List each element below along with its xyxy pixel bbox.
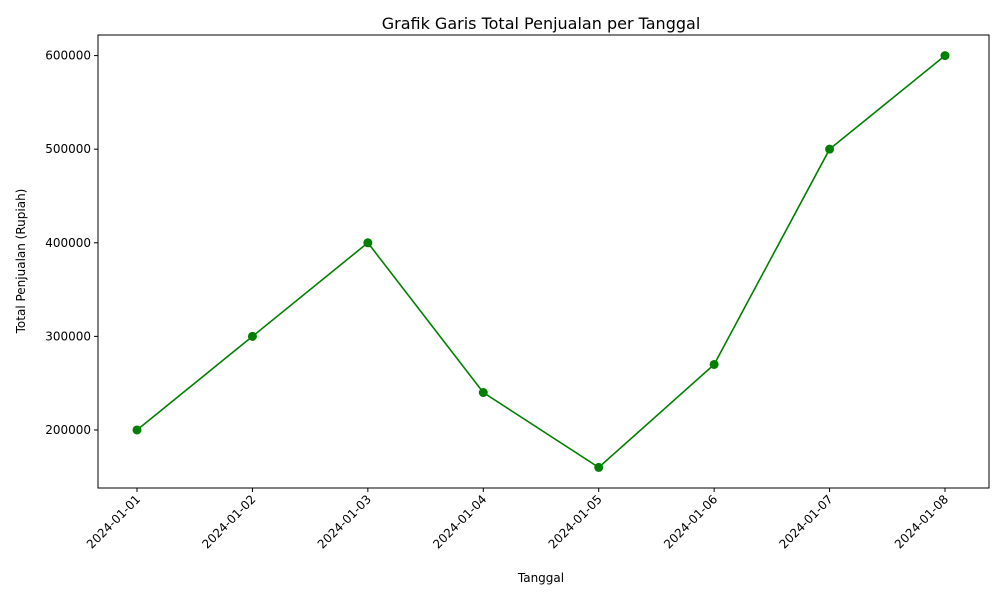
data-point xyxy=(825,144,835,154)
series-line xyxy=(136,54,946,469)
x-tick-label: 2024-01-01 xyxy=(84,492,143,551)
y-tick-label: 500000 xyxy=(45,142,91,156)
x-tick-label: 2024-01-08 xyxy=(892,492,951,551)
data-point xyxy=(478,388,488,398)
y-tick-label: 400000 xyxy=(45,236,91,250)
data-point xyxy=(709,359,719,369)
x-tick-label: 2024-01-04 xyxy=(430,492,489,551)
x-tick-label: 2024-01-03 xyxy=(315,492,374,551)
chart-title: Grafik Garis Total Penjualan per Tanggal xyxy=(382,14,701,33)
x-axis: 2024-01-01 2024-01-02 2024-01-03 2024-01-04… xyxy=(84,488,951,551)
data-point xyxy=(363,238,373,248)
y-axis-label: Total Penjualan (Rupiah) xyxy=(14,189,28,335)
data-point xyxy=(940,51,950,61)
data-point xyxy=(594,462,604,472)
plot-frame xyxy=(97,34,990,489)
data-point xyxy=(247,331,257,341)
x-tick-label: 2024-01-06 xyxy=(661,492,720,551)
y-tick-label: 300000 xyxy=(45,329,91,343)
y-tick-label: 200000 xyxy=(45,423,91,437)
data-point xyxy=(132,425,142,435)
y-tick-label: 600000 xyxy=(45,49,91,63)
x-tick-label: 2024-01-05 xyxy=(546,492,605,551)
x-axis-label: Tanggal xyxy=(517,571,564,585)
series-layer xyxy=(132,51,950,472)
y-axis: 200000 300000 400000 500000 600000 xyxy=(45,49,98,437)
x-tick-label: 2024-01-07 xyxy=(776,492,835,551)
x-tick-label: 2024-01-02 xyxy=(199,492,258,551)
